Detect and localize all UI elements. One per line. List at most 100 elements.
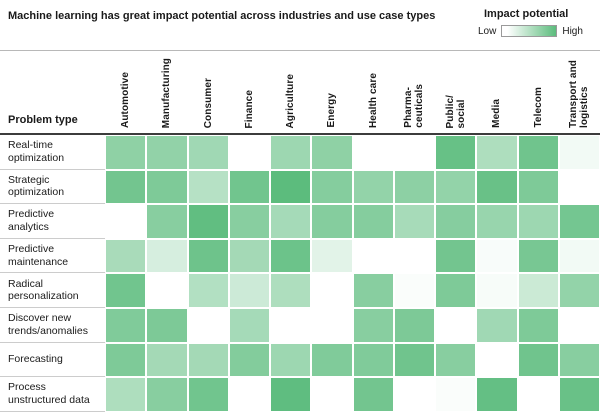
heatmap-cell (187, 204, 229, 239)
column-header: Agriculture (270, 51, 312, 135)
heatmap-cell (187, 342, 229, 378)
legend-low-label: Low (478, 25, 497, 37)
heatmap-cell (393, 307, 435, 343)
heatmap-cell (352, 135, 394, 170)
heatmap-cell (228, 377, 270, 412)
heatmap-cell (517, 238, 559, 274)
row-label: Predictive maintenance (0, 239, 105, 274)
heatmap-cell (393, 238, 435, 274)
heatmap-cell (476, 273, 518, 308)
heatmap-cell (558, 204, 600, 239)
column-header-label: Public/ social (444, 94, 467, 128)
legend-title: Impact potential (484, 8, 569, 20)
chart-title: Machine learning has great impact potent… (8, 10, 436, 22)
column-header-label: Manufacturing (161, 57, 173, 128)
row-label: Radical personalization (0, 273, 105, 308)
heatmap-cell (435, 135, 477, 170)
column-header: Pharma- ceuticals (393, 51, 435, 135)
heatmap-cell (187, 135, 229, 170)
heatmap-cell (476, 169, 518, 205)
column-header: Automotive (105, 51, 147, 135)
heatmap-cell (228, 135, 270, 170)
heatmap-cell (105, 307, 147, 343)
column-header-label: Transport and logistics (568, 60, 591, 128)
heatmap-cell (393, 342, 435, 378)
heatmap-cell (393, 377, 435, 412)
heatmap-cell (105, 342, 147, 378)
heatmap-cell (476, 377, 518, 412)
heatmap-cell (146, 273, 188, 308)
heatmap-cell (352, 238, 394, 274)
heatmap-cell (352, 342, 394, 378)
heatmap-cell (393, 204, 435, 239)
heatmap-cell (558, 135, 600, 170)
problem-type-axis-label: Problem type (0, 51, 105, 135)
heatmap-cell (558, 273, 600, 308)
row-label: Process unstructured data (0, 377, 105, 412)
heatmap-cell (105, 204, 147, 239)
column-header-label: Health care (367, 72, 379, 128)
column-header-label: Consumer (202, 77, 214, 128)
column-header: Finance (228, 51, 270, 135)
heatmap-cell (187, 238, 229, 274)
heatmap-cell (311, 377, 353, 412)
column-header: Telecom (517, 51, 559, 135)
heatmap-cell (517, 377, 559, 412)
heatmap-cell (105, 377, 147, 412)
column-header-label: Pharma- ceuticals (403, 84, 426, 128)
heatmap-cell (311, 135, 353, 170)
row-label: Discover new trends/anomalies (0, 308, 105, 343)
column-header-label: Media (491, 99, 503, 128)
heatmap-cell (270, 238, 312, 274)
heatmap-cell (352, 204, 394, 239)
heatmap-cell (228, 307, 270, 343)
heatmap-cell (517, 273, 559, 308)
heatmap-cell (476, 342, 518, 378)
heatmap-cell (435, 273, 477, 308)
heatmap-cell (146, 307, 188, 343)
heatmap-cell (105, 169, 147, 205)
heatmap-cell (270, 377, 312, 412)
heatmap-cell (476, 307, 518, 343)
heatmap-cell (476, 135, 518, 170)
heatmap-cell (558, 238, 600, 274)
heatmap-cell (435, 169, 477, 205)
row-label: Predictive analytics (0, 204, 105, 239)
heatmap-cell (228, 204, 270, 239)
column-header: Public/ social (435, 51, 477, 135)
heatmap-cell (435, 238, 477, 274)
heatmap-cell (311, 307, 353, 343)
column-header-label: Agriculture (285, 73, 297, 128)
heatmap-cell (228, 273, 270, 308)
heatmap-cell (435, 342, 477, 378)
heatmap-cell (517, 342, 559, 378)
heatmap-cell (270, 204, 312, 239)
heatmap-cell (517, 135, 559, 170)
heatmap-cell (517, 169, 559, 205)
heatmap-cell (435, 307, 477, 343)
heatmap-cell (476, 204, 518, 239)
chart-header: Machine learning has great impact potent… (0, 0, 600, 51)
row-label: Strategic optimization (0, 170, 105, 205)
column-header: Energy (311, 51, 353, 135)
legend-gradient-bar (501, 25, 558, 37)
column-header: Manufacturing (146, 51, 188, 135)
heatmap-cell (558, 169, 600, 205)
heatmap-cell (558, 377, 600, 412)
row-label: Real-time optimization (0, 135, 105, 170)
legend: Impact potential Low High (478, 8, 590, 50)
heatmap-cell (352, 307, 394, 343)
heatmap-cell (352, 273, 394, 308)
heatmap-cell (270, 273, 312, 308)
heatmap-cell (270, 169, 312, 205)
heatmap-cell (435, 377, 477, 412)
heatmap-cell (270, 135, 312, 170)
heatmap-cell (393, 273, 435, 308)
heatmap-cell (476, 238, 518, 274)
heatmap-cell (270, 342, 312, 378)
heatmap-cell (558, 307, 600, 343)
heatmap-cell (105, 135, 147, 170)
heatmap-cell (228, 238, 270, 274)
heatmap-cell (228, 342, 270, 378)
column-header-label: Telecom (532, 87, 544, 128)
